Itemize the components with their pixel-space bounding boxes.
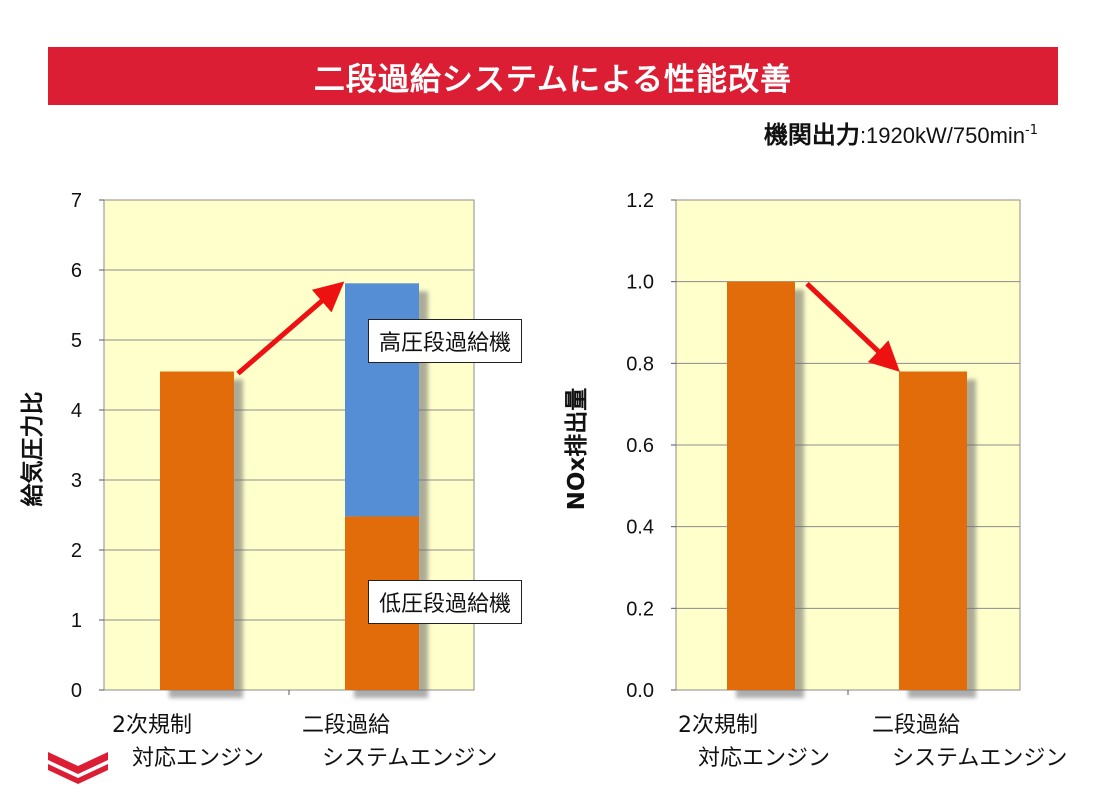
- chart1-category-label-line1: 二段過給: [302, 713, 390, 738]
- chart2-y-tick-label: 0.6: [626, 435, 654, 457]
- chart2-y-tick-label: 1.0: [626, 272, 654, 294]
- chart2-category-label-line2: システムエンジン: [892, 746, 1067, 771]
- chart1-bar-1-seg-1: [160, 371, 234, 690]
- chart2-category-label-line1: 二段過給: [872, 713, 960, 738]
- engine-output-value: :1920kW/750min: [859, 123, 1026, 148]
- engine-output-note: 機関出力:1920kW/750min-1: [764, 115, 1038, 150]
- chart2-y-tick-label: 1.2: [626, 190, 654, 212]
- chart2-trend-arrow: [805, 281, 900, 372]
- engine-output-label: 機関出力: [763, 121, 860, 149]
- chart2-y-tick-label: 0.0: [626, 680, 654, 702]
- chart1-y-tick-label: 0: [71, 680, 82, 702]
- chart2-bar-1: [727, 281, 795, 690]
- chart1-y-tick-label: 5: [71, 330, 82, 352]
- chart2-y-tick-label: 0.8: [626, 353, 654, 375]
- chart1-y-tick-label: 3: [71, 470, 82, 492]
- title-bar: 二段過給システムによる性能改善: [48, 47, 1058, 105]
- chart1-y-tick-label: 6: [71, 260, 82, 282]
- engine-output-exponent: -1: [1025, 123, 1038, 138]
- chart1-category-label-line2: 対応エンジン: [132, 746, 264, 771]
- callout-low-pressure: 低圧段過給機: [368, 580, 523, 624]
- callout-high-pressure: 高圧段過給機: [368, 319, 523, 363]
- chart2-category-label-line1: 2次規制: [678, 713, 758, 738]
- chart1-category-label-line1: 2次規制: [112, 713, 192, 738]
- chart1-y-tick-label: 4: [71, 400, 82, 422]
- chart1-trend-arrow: [236, 281, 345, 376]
- page-title: 二段過給システムによる性能改善: [313, 61, 793, 98]
- chart1-category-label-line2: システムエンジン: [322, 746, 497, 771]
- chart2-y-axis-label: NOx排出量: [564, 388, 590, 511]
- chart2-y-tick-label: 0.4: [626, 517, 654, 539]
- chart2-bar-2: [899, 371, 967, 690]
- chart2-category-label-line2: 対応エンジン: [698, 746, 830, 771]
- chart1-y-axis-label: 給気圧力比: [19, 392, 46, 507]
- chart1-y-tick-label: 7: [71, 190, 82, 212]
- chart2-y-tick-label: 0.2: [626, 598, 654, 620]
- chart1-y-tick-label: 2: [71, 540, 82, 562]
- chart1-y-tick-label: 1: [71, 610, 82, 632]
- logo-chevron: [48, 752, 108, 784]
